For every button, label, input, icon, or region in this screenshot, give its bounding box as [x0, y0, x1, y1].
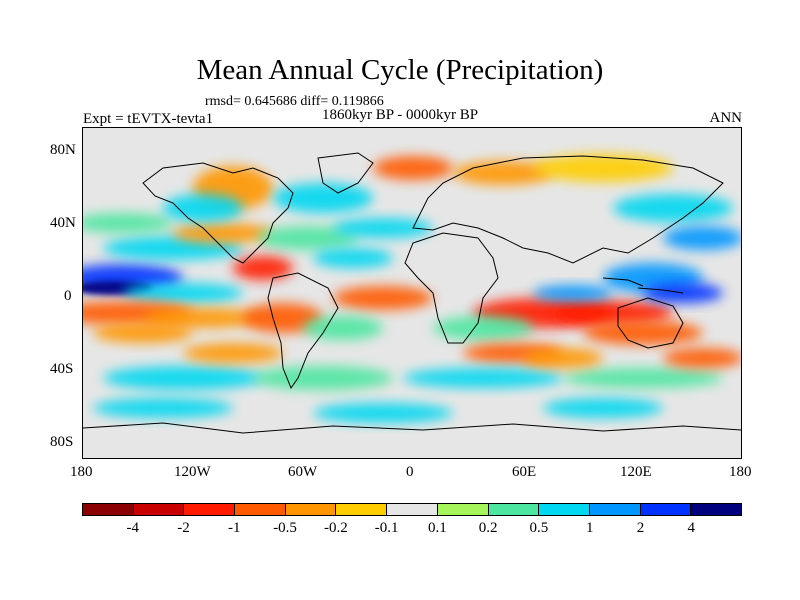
anomaly-patch	[173, 223, 273, 243]
anomaly-patch	[233, 256, 293, 280]
colorbar-segment	[640, 504, 692, 515]
colorbar-label: -0.5	[273, 520, 297, 536]
plot-title: Mean Annual Cycle (Precipitation)	[196, 54, 604, 86]
lon-label-60e: 60E	[512, 464, 537, 480]
anomaly-patch	[373, 156, 453, 180]
lat-label-80s: 80S	[50, 434, 74, 450]
lon-label-60w: 60W	[288, 464, 318, 480]
lon-label-120e: 120E	[620, 464, 652, 480]
anomaly-patch	[258, 226, 358, 250]
lat-label-40s: 40S	[50, 361, 74, 377]
anomaly-patch	[583, 321, 703, 345]
season-label: ANN	[709, 110, 743, 126]
colorbar-segment	[285, 504, 337, 515]
anomaly-patch	[123, 283, 243, 303]
anomaly-patch	[183, 343, 283, 363]
anomaly-patch	[163, 194, 243, 222]
coast-antarctica	[83, 422, 741, 434]
anomaly-patch	[83, 213, 173, 233]
anomaly-field	[83, 154, 741, 423]
colorbar-label: 0.1	[428, 520, 447, 536]
lat-label-40n: 40N	[50, 215, 76, 231]
colorbar-label: 2	[636, 520, 645, 536]
colorbar-segment	[336, 504, 388, 515]
anomaly-patch	[553, 301, 673, 325]
colorbar-segment	[589, 504, 641, 515]
lon-label-180e: 180	[729, 464, 752, 480]
colorbar-label: -4	[126, 520, 140, 536]
anomaly-patch	[663, 226, 741, 250]
colorbar-label: -2	[177, 520, 190, 536]
anomaly-patch	[143, 308, 263, 328]
precipitation-map	[83, 128, 741, 458]
anomaly-patch	[313, 248, 393, 268]
anomaly-patch	[543, 398, 663, 418]
coast-north-america	[142, 162, 294, 264]
anomaly-patch	[273, 183, 373, 213]
coastlines	[83, 152, 741, 434]
anomaly-patch	[93, 323, 193, 343]
map-panel	[82, 127, 742, 459]
colorbar-label: -0.1	[374, 520, 399, 536]
coast-south-america	[267, 272, 339, 390]
anomaly-patch	[103, 366, 263, 390]
colorbar-segment	[437, 504, 489, 515]
anomaly-patch	[333, 218, 433, 238]
colorbar-segment	[387, 504, 438, 515]
colorbar-segment	[539, 504, 590, 515]
coast-greenland	[317, 152, 374, 194]
lat-label-0: 0	[64, 288, 72, 304]
colorbar-segment	[691, 504, 741, 515]
anomaly-patch	[303, 316, 383, 340]
colorbar-segment	[488, 504, 540, 515]
stats-line: rmsd= 0.645686 diff= 0.119866	[205, 94, 384, 109]
lon-label-0: 0	[406, 464, 414, 480]
colorbar-label: 0.5	[529, 520, 549, 536]
anomaly-patch	[563, 368, 723, 388]
coast-indonesia	[602, 277, 684, 294]
colorbar-segment	[235, 504, 286, 515]
experiment-label: Expt = tEVTX-tevta1	[83, 111, 214, 127]
anomaly-patch	[313, 403, 453, 423]
colorbar-label: -1	[228, 520, 241, 536]
anomaly-patch	[663, 348, 741, 368]
colorbar-segment	[133, 504, 185, 515]
coast-australia	[617, 297, 684, 349]
coast-africa	[404, 232, 499, 344]
period-label: 1860kyr BP - 0000kyr BP	[322, 107, 479, 123]
anomaly-patch	[613, 194, 733, 222]
colorbar-segment	[83, 504, 134, 515]
anomaly-patch	[333, 286, 433, 310]
anomaly-patch	[533, 154, 673, 182]
coast-eurasia	[412, 155, 724, 264]
colorbar-label: -0.2	[323, 520, 348, 536]
colorbar-segment	[184, 504, 236, 515]
anomaly-patch	[253, 366, 393, 390]
anomaly-patch	[533, 285, 613, 301]
colorbar-label: 0.2	[478, 520, 498, 536]
anomaly-patch	[523, 348, 603, 368]
colorbar-label: 4	[687, 520, 695, 536]
anomaly-patch	[403, 368, 563, 388]
colorbar	[82, 503, 742, 516]
lon-label-120w: 120W	[174, 464, 211, 480]
anomaly-patch	[243, 303, 323, 333]
anomaly-patch	[433, 316, 533, 340]
anomaly-patch	[93, 398, 233, 418]
lon-label-180w: 180	[70, 464, 93, 480]
colorbar-label: 1	[585, 520, 594, 536]
lat-label-80n: 80N	[50, 142, 76, 158]
